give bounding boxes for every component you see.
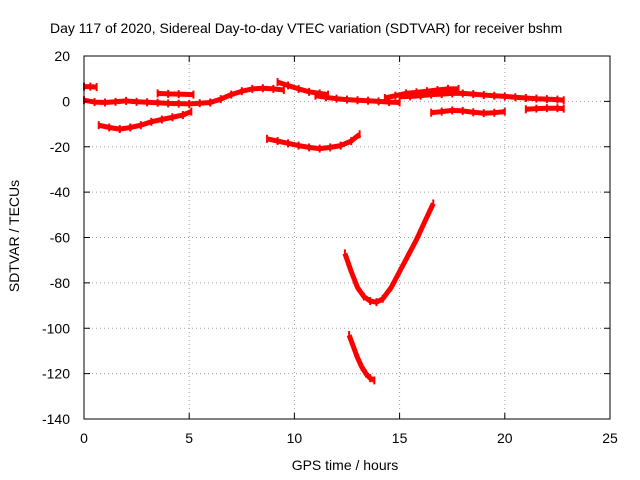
x-axis-label: GPS time / hours	[292, 457, 399, 473]
series-arc-3	[157, 90, 194, 98]
x-tick-label: 20	[497, 430, 513, 446]
y-tick-label: -40	[50, 184, 70, 200]
y-tick-label: -100	[42, 320, 70, 336]
ticks	[83, 55, 611, 420]
x-tick-label: 0	[80, 430, 88, 446]
series-arc-8	[266, 132, 362, 152]
series-group	[83, 78, 565, 385]
chart-title: Day 117 of 2020, Sidereal Day-to-day VTE…	[50, 20, 562, 36]
grid	[84, 56, 610, 419]
y-tick-label: -140	[42, 411, 70, 427]
y-tick-label: 0	[62, 93, 70, 109]
y-tick-label: -80	[50, 275, 70, 291]
y-tick-label: -60	[50, 230, 70, 246]
series-arc-9	[384, 86, 459, 101]
y-tick-label: -20	[50, 139, 70, 155]
tick-labels: -140 -120 -100 -80 -60 -40 -20 0 20 0 5 10 15 20 25	[42, 48, 618, 446]
series-arc-10	[399, 90, 564, 103]
x-tick-label: 25	[602, 430, 618, 446]
y-tick-label: 20	[54, 48, 70, 64]
series-arc-11	[430, 107, 506, 116]
x-tick-label: 15	[392, 430, 408, 446]
x-tick-label: 5	[185, 430, 193, 446]
series-arc-4	[98, 109, 193, 132]
x-tick-label: 10	[287, 430, 303, 446]
series-arc-6	[276, 79, 329, 98]
y-axis-label: SDTVAR / TECUs	[6, 180, 22, 292]
series-arc-5	[209, 85, 285, 105]
y-tick-label: -120	[42, 366, 70, 382]
